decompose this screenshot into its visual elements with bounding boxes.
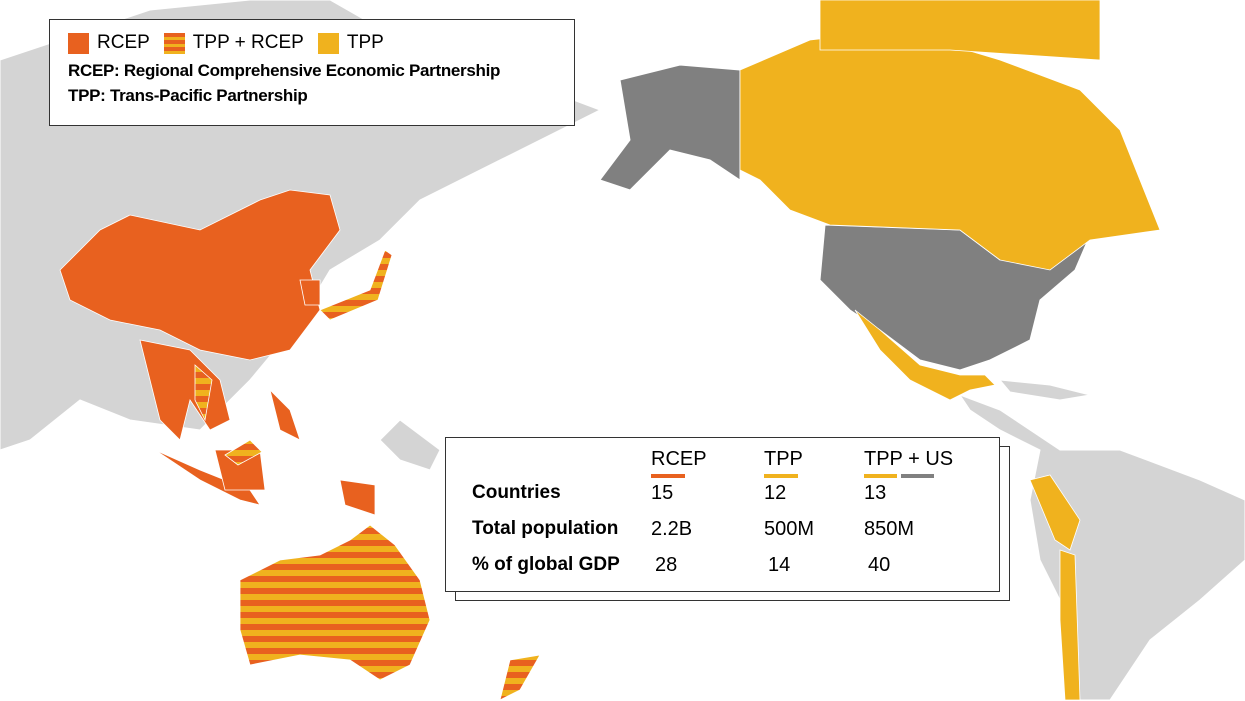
legend-label: TPP + RCEP bbox=[192, 32, 304, 53]
legend-swatch bbox=[317, 32, 339, 54]
column-underline bbox=[651, 474, 685, 478]
table-value: 13 bbox=[864, 482, 887, 504]
legend-swatch bbox=[68, 32, 89, 54]
legend-item: TPP bbox=[317, 32, 384, 54]
legend-swatch bbox=[163, 32, 185, 54]
tpp-rcep-members bbox=[194, 249, 541, 701]
table-value: 14 bbox=[768, 554, 791, 576]
legend-item: RCEP bbox=[68, 32, 150, 54]
table-value: 15 bbox=[651, 482, 674, 504]
legend: RCEP TPP + RCEP TPP RCEP: Regional Compreh… bbox=[49, 19, 575, 126]
table-value: 850M bbox=[864, 518, 915, 540]
legend-note: RCEP: Regional Comprehensive Economic Pa… bbox=[68, 61, 501, 80]
column-header: TPP + US bbox=[864, 448, 954, 470]
table-value: 40 bbox=[868, 554, 891, 576]
row-label: Total population bbox=[472, 518, 619, 539]
column-header: RCEP bbox=[651, 448, 707, 470]
legend-label: TPP bbox=[346, 32, 384, 53]
column-underline bbox=[864, 474, 897, 478]
tpp-members bbox=[739, 0, 1161, 701]
table-value: 2.2B bbox=[651, 518, 693, 540]
row-label: % of global GDP bbox=[472, 554, 620, 575]
legend-note: TPP: Trans-Pacific Partnership bbox=[68, 86, 308, 105]
table-value: 500M bbox=[764, 518, 815, 540]
column-underline bbox=[901, 474, 934, 478]
legend-item: TPP + RCEP bbox=[163, 32, 304, 54]
row-label: Countries bbox=[472, 482, 561, 503]
legend-label: RCEP bbox=[97, 32, 150, 53]
stats-table: RCEP TPP TPP + US Countries 15 12 13 Total popu… bbox=[445, 437, 1000, 592]
column-header: TPP bbox=[764, 448, 803, 470]
column-underline bbox=[764, 474, 798, 478]
legend-notes: RCEP: Regional Comprehensive Economic Pa… bbox=[68, 61, 556, 106]
table-value: 12 bbox=[764, 482, 787, 504]
table-value: 28 bbox=[655, 554, 678, 576]
rcep-members bbox=[59, 189, 376, 516]
legend-items: RCEP TPP + RCEP TPP bbox=[68, 30, 556, 56]
